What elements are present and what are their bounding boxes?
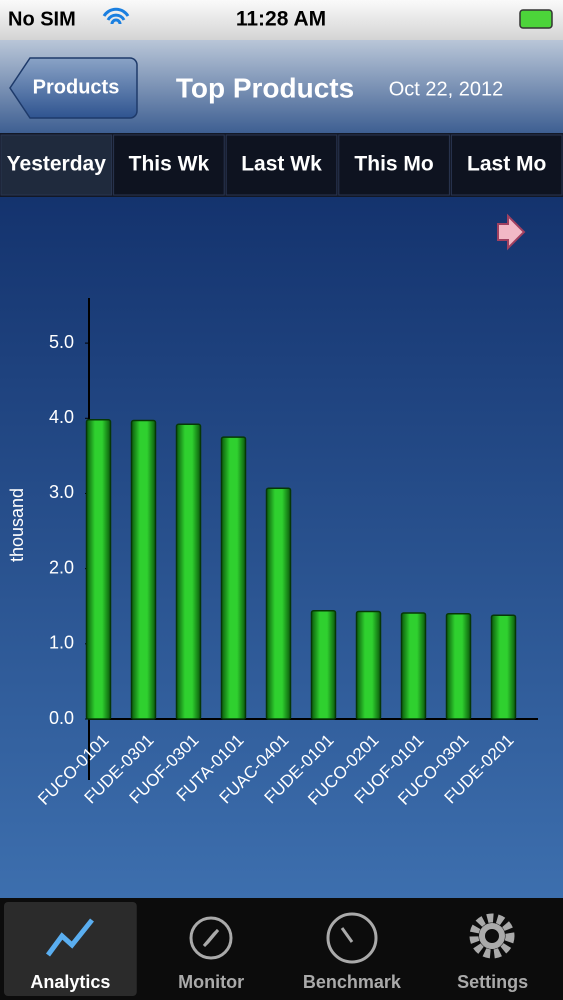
y-tick-label: 1.0 <box>49 633 74 653</box>
bar <box>445 613 472 720</box>
battery-icon <box>519 9 553 29</box>
tab-label[interactable]: Analytics <box>30 972 110 992</box>
clock: 11:28 AM <box>236 8 326 31</box>
monitor-icon <box>189 916 233 960</box>
tab-label[interactable]: Monitor <box>178 972 244 992</box>
bar <box>355 610 382 720</box>
benchmark-icon <box>326 912 378 964</box>
carrier: No SIM <box>8 8 76 30</box>
tab-highlight[interactable] <box>4 902 137 996</box>
analytics-icon <box>45 918 94 957</box>
bar <box>490 614 517 720</box>
segment-button[interactable] <box>450 134 563 196</box>
bar <box>85 419 112 720</box>
segment-button[interactable] <box>0 134 113 196</box>
y-axis-label: thousand <box>7 488 27 562</box>
segment-button[interactable] <box>338 134 450 196</box>
y-tick-label: 0.0 <box>49 708 74 728</box>
settings-icon-core <box>479 923 505 949</box>
back-label[interactable]: Products <box>33 76 120 98</box>
segment-button[interactable] <box>113 134 225 196</box>
segment-label[interactable]: Last Wk <box>241 153 322 176</box>
segment-button[interactable] <box>225 134 338 196</box>
segment-label[interactable]: Last Mo <box>467 153 546 176</box>
bar <box>265 487 292 720</box>
bar <box>130 419 157 720</box>
bar <box>400 612 427 720</box>
back-button[interactable] <box>9 57 138 119</box>
monitor-needle <box>202 928 220 948</box>
status-bar <box>0 0 563 40</box>
bar <box>220 436 247 720</box>
y-tick-label: 3.0 <box>49 482 74 502</box>
y-tick-label: 2.0 <box>49 557 74 577</box>
segment-label[interactable]: This Mo <box>354 153 433 176</box>
tab-label[interactable]: Benchmark <box>303 972 402 992</box>
settings-icon <box>469 913 515 959</box>
y-tick-label: 4.0 <box>49 407 74 427</box>
segment-label[interactable]: Yesterday <box>7 153 107 176</box>
wifi-icon <box>102 7 130 25</box>
nav-date: Oct 22, 2012 <box>389 78 504 100</box>
bar <box>175 423 202 720</box>
tab-label[interactable]: Settings <box>457 972 528 992</box>
y-tick-label: 5.0 <box>49 332 74 352</box>
next-arrow[interactable] <box>497 213 526 251</box>
nav-title: Top Products <box>176 72 354 103</box>
segment-label[interactable]: This Wk <box>129 153 210 176</box>
bar <box>310 609 337 720</box>
benchmark-needle <box>340 927 354 943</box>
